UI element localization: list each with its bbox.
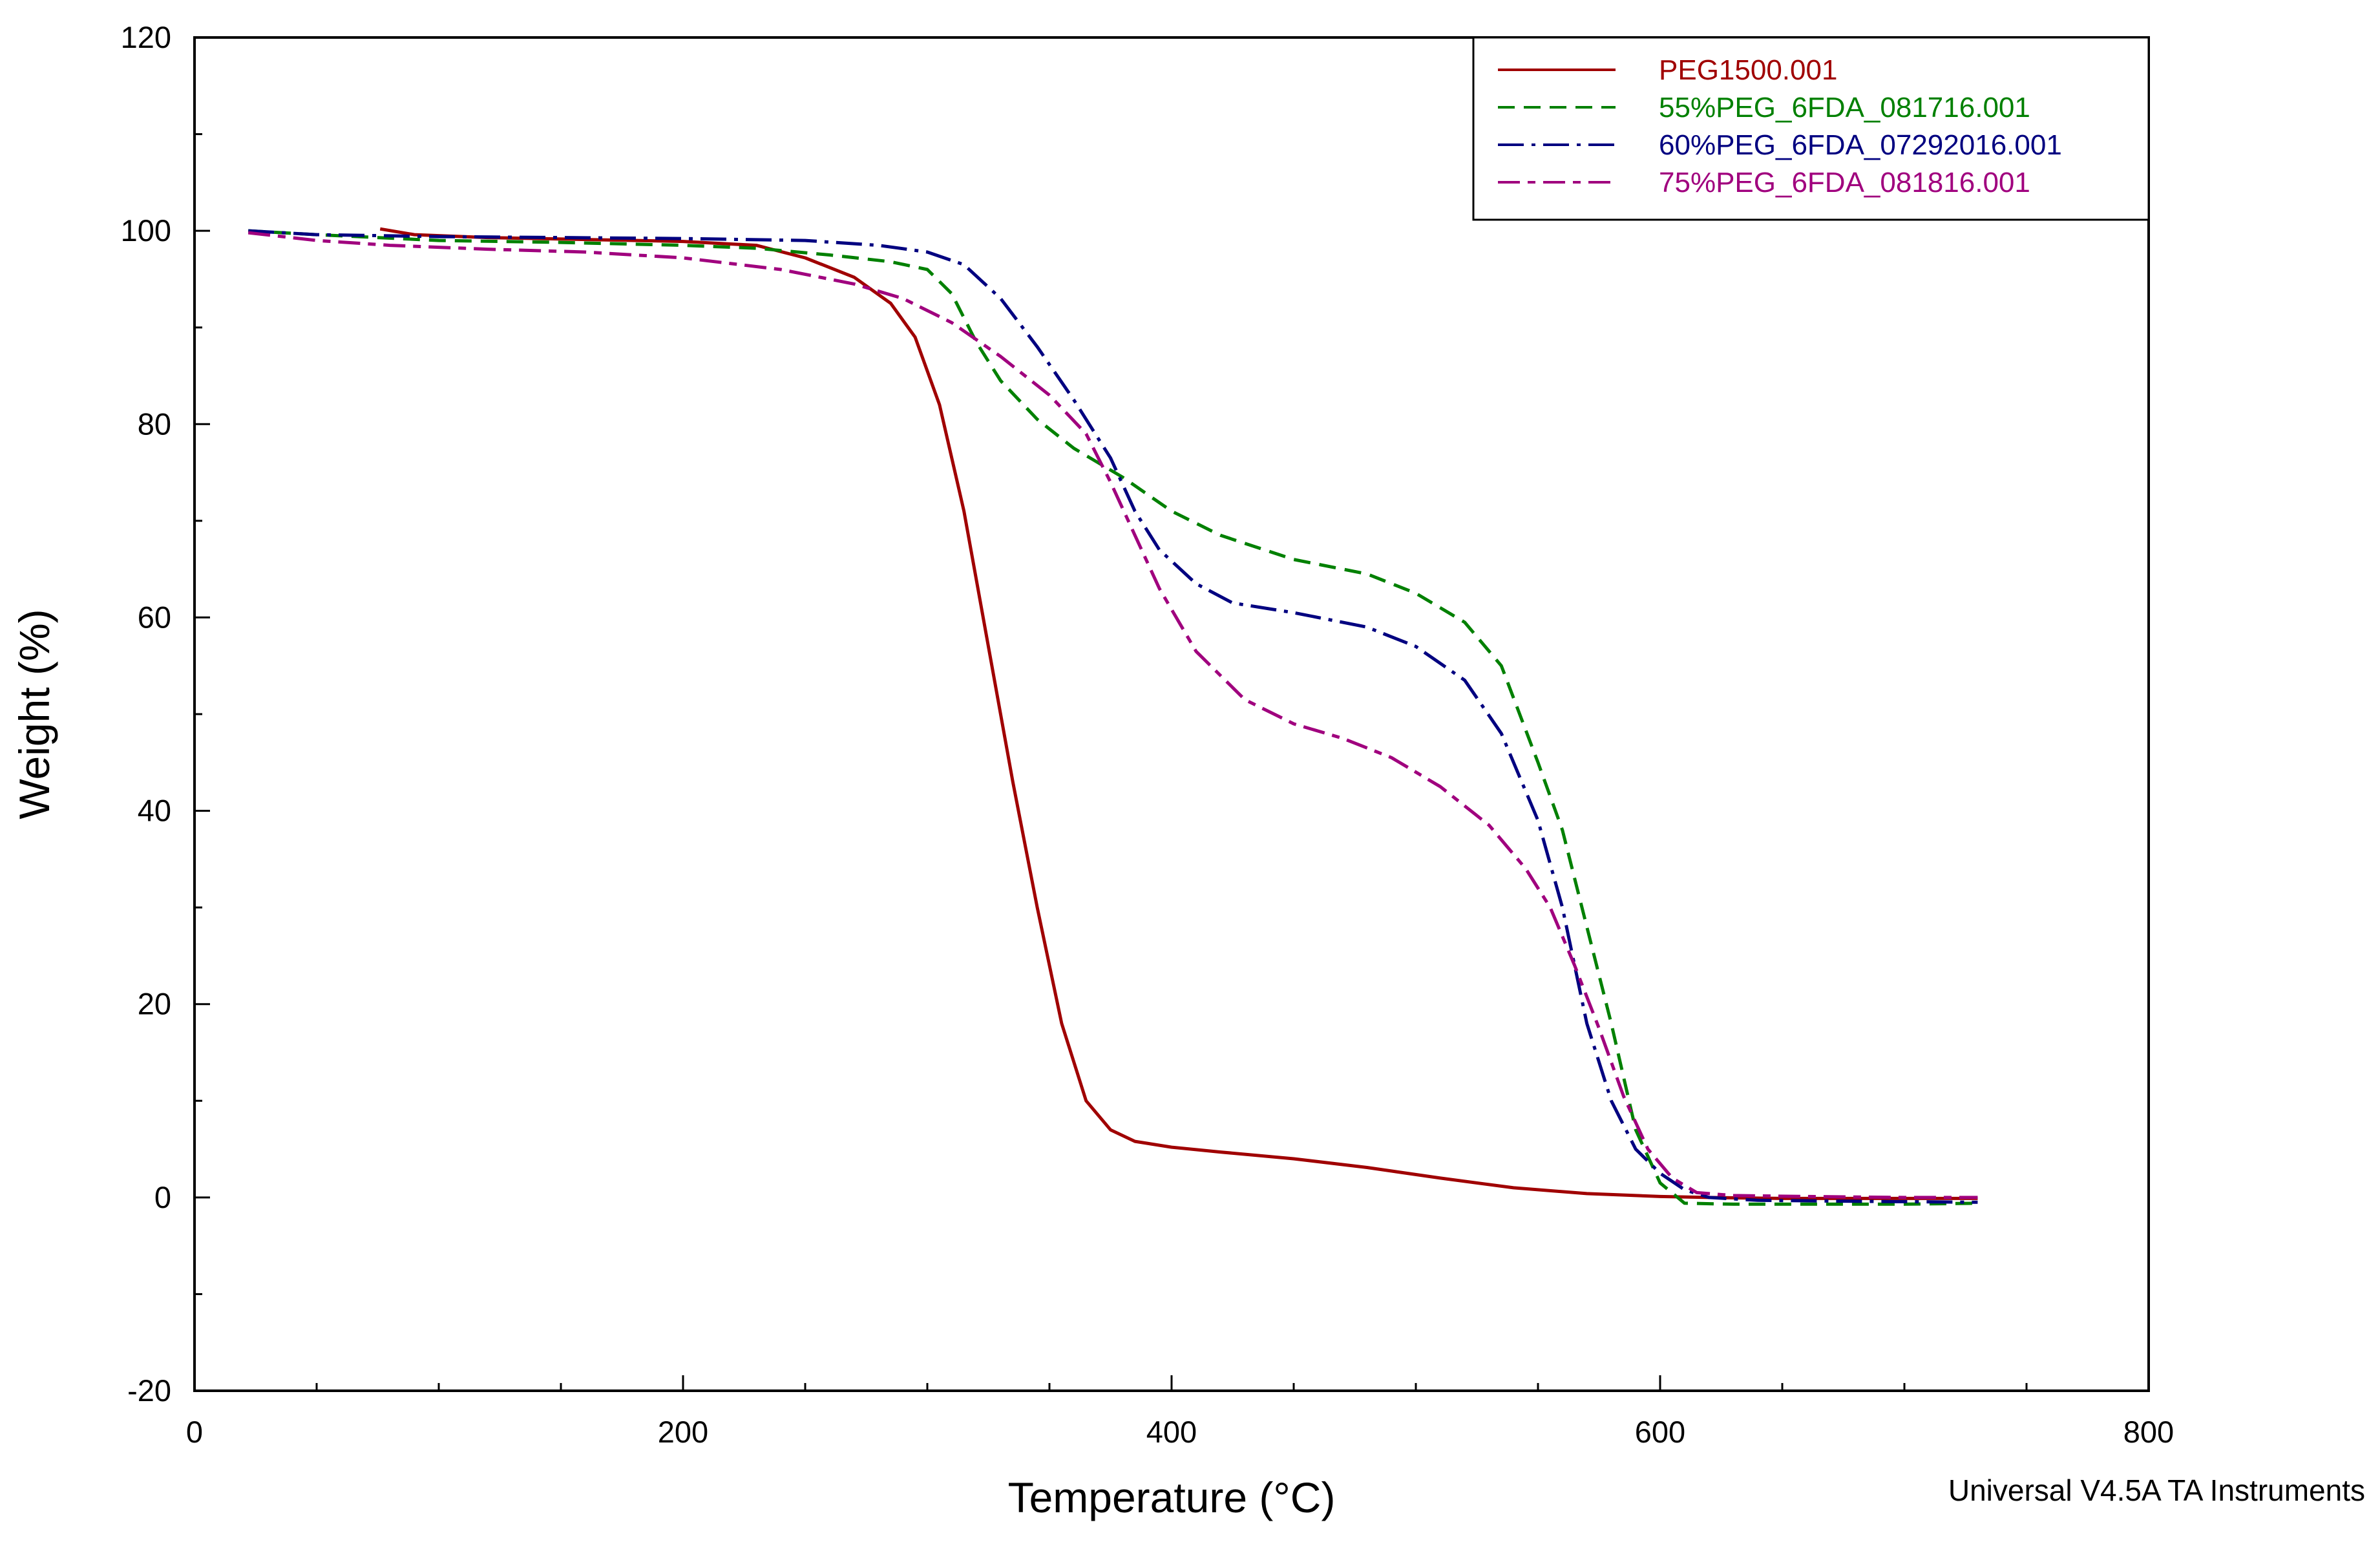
plot-frame xyxy=(193,36,2150,1392)
y-tick-label: 120 xyxy=(121,20,171,54)
series-layer xyxy=(247,227,1978,1206)
legend: PEG1500.001 55%PEG_6FDA_081716.001 60%PEG_… xyxy=(1472,36,2150,221)
legend-label: 55%PEG_6FDA_081716.001 xyxy=(1659,92,2030,123)
series-line-4 xyxy=(247,231,1978,1199)
x-tick-label: 400 xyxy=(1146,1415,1197,1449)
axis-ticks: 0 200 400 600 800 -20 0 20 40 60 80 100 120 xyxy=(121,20,2175,1449)
legend-label: PEG1500.001 xyxy=(1659,54,1837,86)
y-tick-label: 60 xyxy=(138,600,171,634)
x-tick-label: 0 xyxy=(186,1415,203,1449)
y-tick-label: 20 xyxy=(138,987,171,1021)
legend-label: 75%PEG_6FDA_081816.001 xyxy=(1659,167,2030,198)
x-tick-label: 600 xyxy=(1635,1415,1685,1449)
series-line-1 xyxy=(379,227,1978,1200)
series-line-2 xyxy=(248,229,1978,1206)
y-tick-label: 100 xyxy=(121,213,171,248)
x-axis-title: Temperature (°C) xyxy=(1008,1473,1336,1521)
x-tick-label: 200 xyxy=(658,1415,708,1449)
y-tick-label: 80 xyxy=(138,407,171,441)
y-tick-label: -20 xyxy=(127,1373,171,1408)
instrument-credit: Universal V4.5A TA Instruments xyxy=(1948,1473,2365,1507)
x-tick-label: 800 xyxy=(2123,1415,2174,1449)
y-tick-label: 40 xyxy=(138,794,171,828)
y-axis-title: Weight (%) xyxy=(10,609,58,819)
legend-box xyxy=(1472,36,2150,221)
legend-label: 60%PEG_6FDA_07292016.001 xyxy=(1659,129,2062,161)
y-tick-label: 0 xyxy=(154,1180,171,1214)
